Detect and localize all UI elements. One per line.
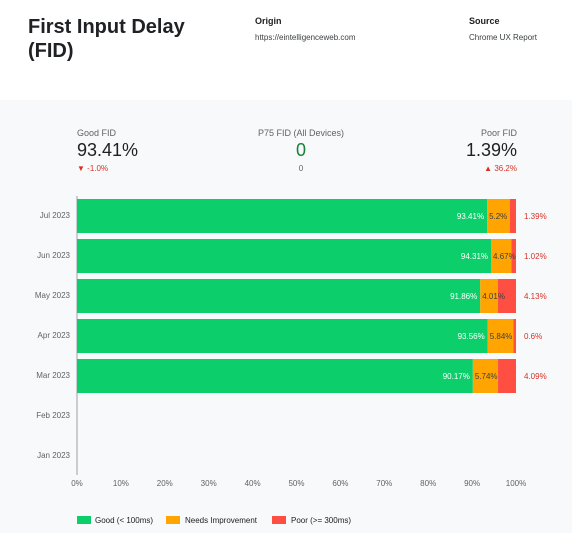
x-tick-label: 70% <box>376 479 393 488</box>
poor-fid-delta: ▲ 36.2% <box>417 164 517 173</box>
data-label: 1.39% <box>524 212 547 221</box>
bar-segment <box>498 359 516 393</box>
page-title: First Input Delay (FID) <box>28 16 185 62</box>
p75-fid-sub: 0 <box>298 164 304 173</box>
bar-segment <box>77 359 473 393</box>
source-value: Chrome UX Report <box>469 33 538 42</box>
y-tick-label: Mar 2023 <box>36 371 70 380</box>
good-fid-value: 93.41% <box>77 140 139 160</box>
x-tick-label: 40% <box>244 479 261 488</box>
data-label: 1.02% <box>524 252 547 261</box>
bar-segment <box>487 319 514 353</box>
bar-segment <box>487 199 510 233</box>
bar-segment <box>497 279 516 313</box>
legend-swatch-poor <box>272 516 286 524</box>
x-tick-label: 60% <box>332 479 349 488</box>
y-tick-label: Feb 2023 <box>36 411 70 420</box>
legend-label-poor: Poor (>= 300ms) <box>291 516 352 525</box>
bar-segment <box>509 199 516 233</box>
x-tick-label: 30% <box>200 479 217 488</box>
bar-segment <box>472 359 499 393</box>
bar-segment <box>513 319 516 353</box>
poor-fid-delta-value: 36.2% <box>494 164 517 173</box>
y-tick-label: Jan 2023 <box>37 451 70 460</box>
y-tick-label: Jul 2023 <box>39 211 70 220</box>
bar-segment <box>511 239 516 273</box>
y-tick-label: Jun 2023 <box>37 251 70 260</box>
x-tick-label: 10% <box>112 479 129 488</box>
data-label: 94.31% <box>461 252 488 261</box>
arrow-down-icon: ▼ <box>77 164 85 173</box>
data-label: 5.2% <box>489 212 507 221</box>
bar-segment <box>480 279 498 313</box>
source-label: Source <box>469 16 500 26</box>
p75-fid-value: 0 <box>295 140 306 160</box>
bar-segment <box>491 239 512 273</box>
data-label: 4.67% <box>493 252 516 261</box>
good-fid-label: Good FID <box>77 128 117 138</box>
origin-value: https://eintelligenceweb.com <box>255 33 356 42</box>
y-tick-label: May 2023 <box>34 291 70 300</box>
x-tick-label: 0% <box>71 479 83 488</box>
x-tick-label: 100% <box>505 479 527 488</box>
p75-fid-label: P75 FID (All Devices) <box>257 128 345 138</box>
poor-fid-label: Poor FID <box>480 128 517 138</box>
data-label: 0.6% <box>524 332 542 341</box>
legend-swatch-needs <box>166 516 180 524</box>
legend-label-needs: Needs Improvement <box>185 516 258 525</box>
data-label: 4.09% <box>524 372 547 381</box>
legend-swatch-good <box>77 516 91 524</box>
poor-fid-value: 1.39% <box>465 140 517 160</box>
x-tick-label: 90% <box>464 479 481 488</box>
y-tick-label: Apr 2023 <box>37 331 70 340</box>
data-label: 5.74% <box>475 372 498 381</box>
bar-segment <box>77 319 488 353</box>
legend-label-good: Good (< 100ms) <box>95 516 154 525</box>
data-label: 5.84% <box>490 332 513 341</box>
good-fid-delta: ▼ -1.0% <box>77 164 108 173</box>
arrow-up-icon: ▲ <box>484 164 493 173</box>
bar-segment <box>77 279 481 313</box>
origin-label: Origin <box>255 16 282 26</box>
x-tick-label: 50% <box>288 479 305 488</box>
x-tick-label: 80% <box>420 479 437 488</box>
report-header: First Input Delay (FID) Origin https://e… <box>0 0 572 100</box>
x-tick-label: 20% <box>156 479 173 488</box>
data-label: 90.17% <box>443 372 470 381</box>
bar-segment <box>77 239 492 273</box>
data-label: 93.41% <box>457 212 484 221</box>
data-label: 93.56% <box>458 332 485 341</box>
data-label: 4.13% <box>524 292 547 301</box>
data-label: 91.86% <box>450 292 477 301</box>
bar-segment <box>77 199 488 233</box>
good-fid-delta-value: -1.0% <box>87 164 109 173</box>
data-label: 4.01% <box>482 292 505 301</box>
